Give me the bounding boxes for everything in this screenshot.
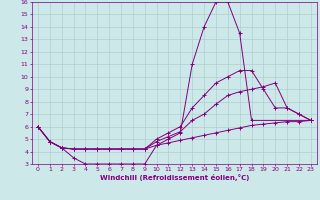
X-axis label: Windchill (Refroidissement éolien,°C): Windchill (Refroidissement éolien,°C): [100, 174, 249, 181]
